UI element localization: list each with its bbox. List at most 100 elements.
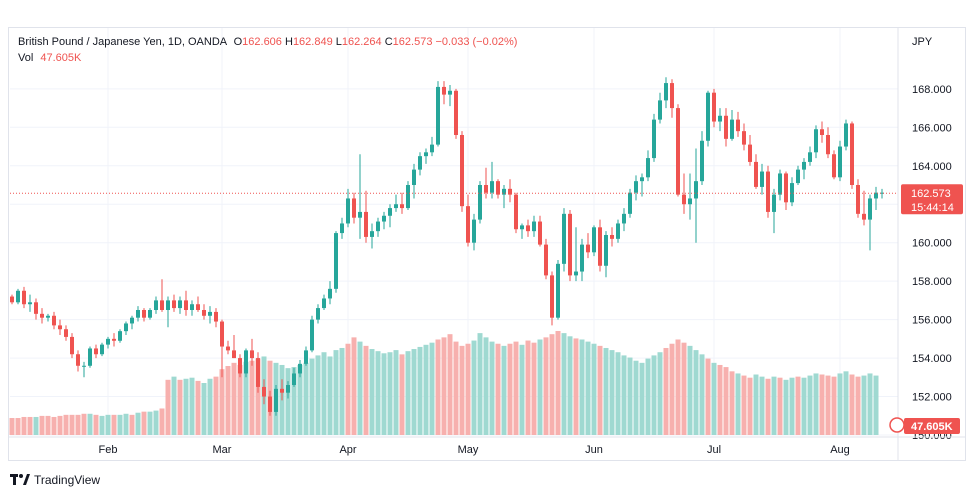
candle-body[interactable] — [820, 129, 824, 135]
candle-body[interactable] — [172, 300, 176, 309]
candle-body[interactable] — [838, 146, 842, 178]
candle-body[interactable] — [238, 358, 242, 374]
candle-body[interactable] — [490, 181, 494, 193]
candle-body[interactable] — [454, 90, 458, 135]
candle-body[interactable] — [52, 315, 56, 326]
candle-body[interactable] — [718, 115, 722, 122]
candle-body[interactable] — [856, 185, 860, 214]
volume-info-icon[interactable] — [889, 417, 905, 433]
candle-body[interactable] — [262, 386, 266, 397]
candle-body[interactable] — [40, 313, 44, 318]
candle-body[interactable] — [76, 354, 80, 366]
candle-body[interactable] — [28, 302, 32, 305]
candle-body[interactable] — [670, 83, 674, 109]
candle-body[interactable] — [466, 206, 470, 243]
candle-body[interactable] — [814, 129, 818, 153]
candle-body[interactable] — [802, 161, 806, 170]
candle-body[interactable] — [310, 319, 314, 351]
candle-body[interactable] — [448, 90, 452, 95]
candle-body[interactable] — [688, 198, 692, 205]
candle-body[interactable] — [574, 271, 578, 276]
tradingview-logo[interactable]: TradingView — [10, 473, 100, 487]
candle-body[interactable] — [334, 233, 338, 289]
candle-body[interactable] — [364, 211, 368, 237]
candle-body[interactable] — [730, 119, 734, 139]
candle-body[interactable] — [316, 308, 320, 320]
candle-body[interactable] — [616, 223, 620, 239]
candle-body[interactable] — [70, 336, 74, 355]
candle-body[interactable] — [700, 140, 704, 182]
candle-body[interactable] — [400, 204, 404, 209]
candle-body[interactable] — [862, 213, 866, 220]
candle-body[interactable] — [196, 304, 200, 310]
candle-body[interactable] — [10, 296, 14, 303]
candle-body[interactable] — [598, 227, 602, 266]
candle-body[interactable] — [808, 152, 812, 162]
candle-body[interactable] — [418, 156, 422, 170]
candle-body[interactable] — [358, 211, 362, 218]
candle-body[interactable] — [826, 135, 830, 155]
candle-body[interactable] — [370, 231, 374, 237]
candle-body[interactable] — [436, 86, 440, 145]
candle-body[interactable] — [340, 223, 344, 234]
candle-body[interactable] — [550, 275, 554, 318]
candle-body[interactable] — [844, 123, 848, 147]
candle-body[interactable] — [286, 385, 290, 393]
candle-body[interactable] — [592, 227, 596, 253]
candle-body[interactable] — [112, 338, 116, 341]
candle-body[interactable] — [766, 171, 770, 212]
candle-body[interactable] — [154, 300, 158, 310]
candle-body[interactable] — [880, 192, 884, 194]
candle-body[interactable] — [706, 92, 710, 141]
candle-body[interactable] — [268, 396, 272, 412]
candle-body[interactable] — [712, 92, 716, 122]
candle-body[interactable] — [322, 298, 326, 309]
candle-body[interactable] — [502, 188, 506, 195]
candle-body[interactable] — [736, 119, 740, 132]
candle-body[interactable] — [178, 300, 182, 309]
candle-body[interactable] — [544, 244, 548, 276]
candle-body[interactable] — [850, 123, 854, 185]
candle-body[interactable] — [142, 310, 146, 318]
candle-body[interactable] — [226, 346, 230, 351]
candle-body[interactable] — [694, 181, 698, 199]
candle-body[interactable] — [628, 192, 632, 214]
candle-body[interactable] — [88, 348, 92, 366]
candle-body[interactable] — [646, 158, 650, 178]
volume-label[interactable]: Vol — [18, 52, 34, 64]
candle-body[interactable] — [130, 317, 134, 324]
candle-body[interactable] — [208, 311, 212, 316]
candle-body[interactable] — [508, 188, 512, 195]
candle-body[interactable] — [772, 194, 776, 212]
candle-body[interactable] — [484, 185, 488, 193]
candle-body[interactable] — [562, 213, 566, 264]
candle-body[interactable] — [784, 173, 788, 203]
candle-body[interactable] — [604, 235, 608, 266]
candle-body[interactable] — [82, 365, 86, 367]
candle-body[interactable] — [478, 185, 482, 220]
candle-body[interactable] — [100, 344, 104, 355]
candle-body[interactable] — [232, 350, 236, 359]
candle-body[interactable] — [298, 363, 302, 374]
candle-body[interactable] — [412, 169, 416, 185]
candle-body[interactable] — [136, 310, 140, 318]
candle-body[interactable] — [190, 304, 194, 310]
candle-body[interactable] — [568, 213, 572, 276]
candle-body[interactable] — [304, 350, 308, 364]
candle-body[interactable] — [790, 183, 794, 203]
candle-body[interactable] — [16, 290, 20, 303]
candle-body[interactable] — [376, 221, 380, 232]
candle-body[interactable] — [580, 244, 584, 272]
candle-body[interactable] — [184, 300, 188, 310]
candle-body[interactable] — [34, 302, 38, 314]
candle-body[interactable] — [724, 115, 728, 139]
candle-body[interactable] — [754, 161, 758, 187]
candle-body[interactable] — [868, 198, 872, 220]
last-price-badge[interactable] — [901, 184, 963, 215]
candle-body[interactable] — [406, 185, 410, 209]
candle-body[interactable] — [760, 171, 764, 187]
candle-body[interactable] — [22, 290, 26, 305]
candle-body[interactable] — [382, 215, 386, 222]
candle-body[interactable] — [640, 177, 644, 182]
candle-body[interactable] — [166, 300, 170, 310]
